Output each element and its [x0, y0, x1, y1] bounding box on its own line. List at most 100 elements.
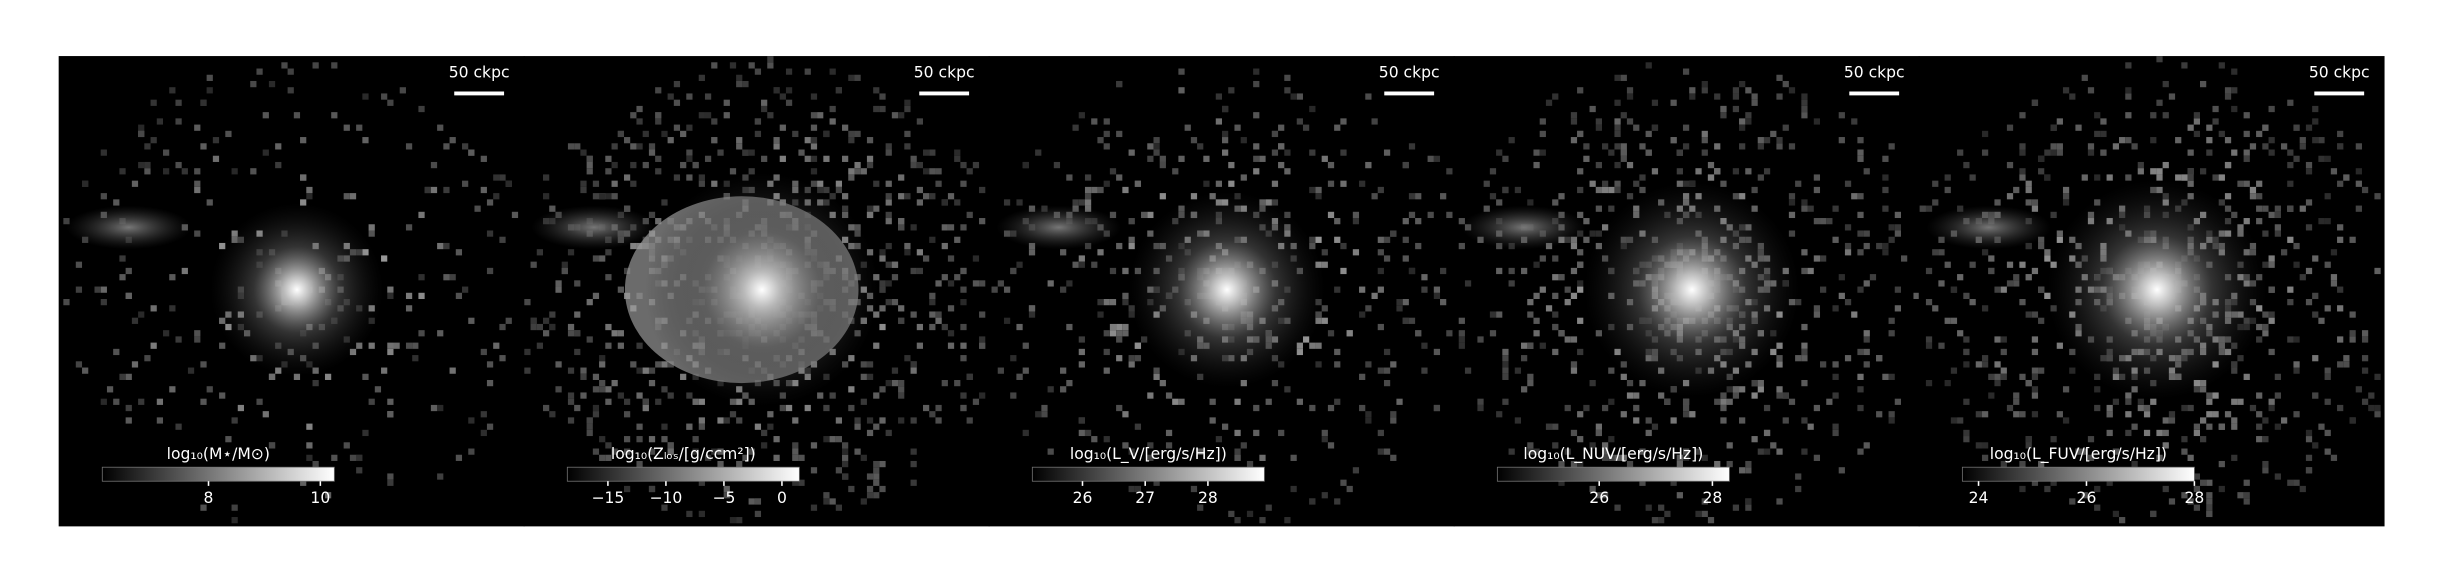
pixel: [1527, 299, 1534, 306]
pixel: [1383, 367, 1391, 374]
pixel: [1701, 80, 1708, 88]
pixel: [536, 249, 544, 256]
pixel: [1844, 249, 1852, 256]
pixel: [194, 180, 201, 187]
pixel: [1116, 336, 1123, 343]
pixel: [2038, 168, 2045, 175]
colorbar-tick-label: 26: [2077, 489, 2097, 507]
pixel: [1346, 485, 1353, 493]
pixel: [1863, 168, 1870, 175]
pixel: [1440, 267, 1447, 275]
pixel: [1022, 367, 1029, 374]
pixel: [1122, 299, 1129, 306]
pixel: [387, 411, 394, 418]
pixel: [1527, 373, 1534, 380]
pixel: [1215, 436, 1222, 443]
pixel: [125, 292, 132, 300]
pixel: [1888, 236, 1895, 243]
pixel: [1340, 479, 1347, 486]
pixel: [455, 292, 463, 300]
pixel: [2256, 411, 2263, 418]
pixel: [592, 448, 600, 455]
pixel: [2361, 367, 2369, 374]
pixel: [1626, 93, 1634, 100]
pixel: [1583, 404, 1590, 412]
side-blob: [996, 205, 1122, 250]
pixel: [437, 330, 444, 337]
pixel: [1888, 417, 1895, 424]
pixel: [1527, 199, 1534, 206]
pixel: [1558, 460, 1565, 468]
pixel: [636, 423, 643, 430]
pixel: [368, 342, 375, 349]
pixel: [530, 261, 537, 268]
pixel: [1508, 448, 1515, 455]
pixel: [2143, 404, 2151, 412]
pixel: [2150, 112, 2157, 119]
pixel: [1521, 386, 1528, 393]
pixel: [1103, 130, 1110, 138]
pixel: [904, 242, 911, 250]
pixel: [2293, 367, 2300, 374]
pixel: [916, 186, 923, 194]
pixel: [979, 186, 986, 194]
pixel: [748, 448, 755, 455]
pixel: [574, 404, 581, 412]
pixel: [2100, 130, 2107, 138]
pixel: [1601, 143, 1609, 150]
pixel: [835, 504, 843, 511]
pixel: [704, 454, 712, 461]
pixel: [1402, 255, 1409, 262]
pixel: [2262, 436, 2269, 443]
pixel: [1408, 143, 1416, 150]
pixel: [611, 143, 618, 150]
pixel: [2019, 261, 2026, 268]
pixel: [1577, 280, 1584, 287]
pixel: [667, 93, 674, 100]
pixel: [1502, 367, 1509, 374]
pixel: [1246, 460, 1254, 468]
pixel: [1589, 180, 1596, 187]
pixel: [1988, 255, 1995, 262]
pixel: [686, 124, 693, 131]
pixel: [2131, 460, 2138, 468]
pixel: [1626, 87, 1634, 94]
pixel: [1795, 485, 1802, 493]
pixel: [1334, 286, 1341, 293]
pixel: [2106, 404, 2113, 412]
pixel: [941, 199, 948, 206]
pixel: [885, 199, 892, 206]
pixel: [842, 155, 849, 162]
pixel: [1053, 161, 1061, 169]
pixel: [1732, 392, 1740, 399]
pixel: [1091, 186, 1098, 194]
pixel: [1309, 342, 1316, 349]
pixel: [773, 143, 780, 150]
pixel: [667, 442, 674, 449]
pixel: [592, 373, 600, 380]
pixel: [605, 323, 612, 331]
pixel: [773, 87, 780, 94]
pixel: [1981, 454, 1989, 461]
pixel: [2200, 386, 2207, 393]
pixel: [835, 417, 843, 424]
pixel: [287, 87, 294, 94]
pixel: [2262, 205, 2269, 212]
pixel: [1190, 485, 1198, 493]
pixel: [1371, 292, 1378, 300]
pixel: [1950, 317, 1958, 324]
pixel: [1826, 218, 1833, 225]
pixel: [455, 454, 463, 461]
pixel: [1066, 323, 1073, 331]
pixel: [2013, 411, 2020, 418]
pixel: [592, 386, 600, 393]
pixel: [617, 330, 624, 337]
pixel: [1103, 330, 1110, 337]
pixel: [1327, 180, 1335, 187]
pixel: [1770, 130, 1777, 138]
pixel: [1508, 137, 1515, 144]
pixel: [736, 417, 743, 424]
pixel: [169, 87, 176, 94]
pixel: [2156, 429, 2163, 437]
pixel: [1521, 355, 1528, 362]
